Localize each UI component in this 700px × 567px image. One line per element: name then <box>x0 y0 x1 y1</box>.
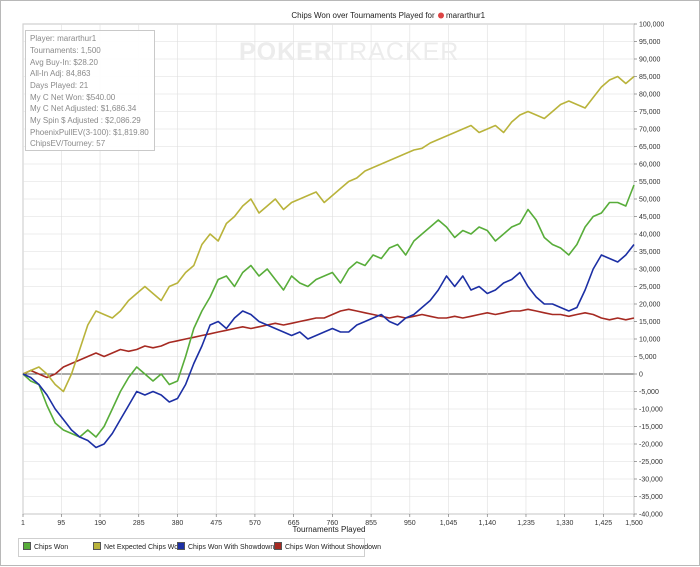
info-line: My C Net Adjusted: $1,686.34 <box>30 104 137 113</box>
player-name-group: mararthur1 <box>438 11 486 20</box>
x-tick-label: 1,425 <box>595 520 613 527</box>
y-tick-label: -30,000 <box>639 477 663 484</box>
info-line: Player: mararthur1 <box>30 34 97 43</box>
watermark-tracker: TRACKER <box>332 38 460 66</box>
y-tick-label: 5,000 <box>639 354 657 361</box>
x-tick-label: 665 <box>288 520 300 527</box>
series-line-net-expected <box>22 75 635 393</box>
x-tick-label: 190 <box>94 520 106 527</box>
y-tick-label: 60,000 <box>639 162 661 169</box>
x-tick-label: 570 <box>249 520 261 527</box>
y-tick-label: 50,000 <box>639 197 661 204</box>
chart-title-player: mararthur1 <box>446 11 486 20</box>
y-tick-label: 55,000 <box>639 179 661 186</box>
watermark-poker: POKER <box>239 38 333 66</box>
y-tick-label: 20,000 <box>639 302 661 309</box>
x-tick-label: 1,330 <box>556 520 574 527</box>
x-tick-label: 1,500 <box>625 520 643 527</box>
pokertracker-watermark: POKERTRACKER <box>239 38 459 67</box>
series-line-without-showdown <box>22 308 635 379</box>
x-tick-label: 380 <box>172 520 184 527</box>
info-line: Avg Buy-In: $28.20 <box>30 58 98 67</box>
x-tick-label: 95 <box>57 520 65 527</box>
x-tick-label: 855 <box>365 520 377 527</box>
x-tick-label: 760 <box>327 520 339 527</box>
info-line: ChipsEV/Tourney: 57 <box>30 139 106 148</box>
y-tick-label: -20,000 <box>639 442 663 449</box>
y-tick-label: 85,000 <box>639 74 661 81</box>
legend-swatch-without-showdown <box>274 542 282 550</box>
y-tick-label: 30,000 <box>639 267 661 274</box>
legend-item-net-expected[interactable]: Net Expected Chips Won <box>93 542 182 552</box>
x-tick-label: 475 <box>210 520 222 527</box>
y-tick-label: 10,000 <box>639 337 661 344</box>
y-tick-label: -10,000 <box>639 407 663 414</box>
y-tick-label: 100,000 <box>639 22 664 29</box>
info-line: Tournaments: 1,500 <box>30 46 101 55</box>
y-tick-label: -5,000 <box>639 389 659 396</box>
player-icon <box>438 12 444 19</box>
info-line: All-In Adj: 84,863 <box>30 69 91 78</box>
info-line: PhoenixPullEV(3-100): $1,819.80 <box>30 128 149 137</box>
chart-title-prefix: Chips Won over Tournaments Played for <box>291 11 435 20</box>
series-line-with-showdown <box>22 244 635 449</box>
info-line: My Spin $ Adjusted : $2,086.29 <box>30 116 141 125</box>
x-tick-label: 285 <box>133 520 145 527</box>
chart-title: Chips Won over Tournaments Played for <box>291 11 435 20</box>
y-tick-label: 0 <box>639 372 643 379</box>
x-tick-label: 1,235 <box>517 520 535 527</box>
y-tick-label: -15,000 <box>639 424 663 431</box>
x-tick-label: 1 <box>21 520 25 527</box>
y-tick-label: 35,000 <box>639 249 661 256</box>
y-tick-label: 90,000 <box>639 57 661 64</box>
y-tick-label: 45,000 <box>639 214 661 221</box>
x-tick-label: 1,140 <box>478 520 496 527</box>
x-tick-label: 1,045 <box>440 520 458 527</box>
y-tick-label: 95,000 <box>639 39 661 46</box>
y-tick-label: -40,000 <box>639 512 663 519</box>
x-tick-label: 950 <box>404 520 416 527</box>
stats-info-panel: Player: mararthur1 Tournaments: 1,500 Av… <box>25 30 155 151</box>
axes: -40,000 -35,000 -30,000 -25,000 -20,000 -15,0… <box>21 22 664 528</box>
y-tick-label: 65,000 <box>639 144 661 151</box>
chart-legend: Chips Won Net Expected Chips Won Chips W… <box>18 538 381 557</box>
y-tick-label: 25,000 <box>639 284 661 291</box>
y-tick-label: 40,000 <box>639 232 661 239</box>
series-line-chips-won <box>22 184 635 438</box>
y-tick-label: -35,000 <box>639 494 663 501</box>
legend-swatch-with-showdown <box>177 542 185 550</box>
legend-item-with-showdown[interactable]: Chips Won With Showdown <box>177 542 274 552</box>
legend-item-without-showdown[interactable]: Chips Won Without Showdown <box>274 542 381 552</box>
legend-swatch-net-expected <box>93 542 101 550</box>
series-lines <box>22 75 635 449</box>
y-tick-label: -25,000 <box>639 459 663 466</box>
y-tick-label: 70,000 <box>639 127 661 134</box>
y-tick-label: 15,000 <box>639 319 661 326</box>
y-tick-label: 80,000 <box>639 92 661 99</box>
legend-item-chips-won[interactable]: Chips Won <box>23 542 68 552</box>
info-line: Days Played: 21 <box>30 81 89 90</box>
y-tick-label: 75,000 <box>639 109 661 116</box>
legend-swatch-chips-won <box>23 542 31 550</box>
info-line: My C Net Won: $540.00 <box>30 93 116 102</box>
x-axis-label: Tournaments Played <box>293 525 366 534</box>
